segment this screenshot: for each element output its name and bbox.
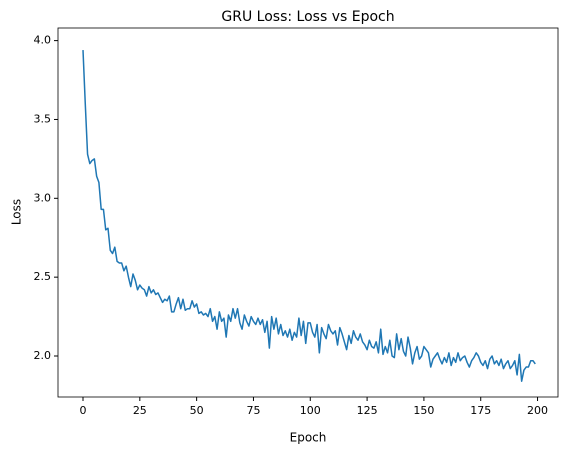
y-tick-label: 3.5 xyxy=(34,112,52,125)
x-tick-label: 175 xyxy=(470,404,491,417)
y-tick-label: 2.0 xyxy=(34,349,52,362)
x-tick-label: 0 xyxy=(80,404,87,417)
x-tick-label: 75 xyxy=(246,404,260,417)
x-tick-label: 100 xyxy=(300,404,321,417)
y-tick-label: 2.5 xyxy=(34,270,52,283)
x-tick-label: 25 xyxy=(133,404,147,417)
x-tick-label: 200 xyxy=(527,404,548,417)
x-axis-label: Epoch xyxy=(290,431,327,445)
x-tick-label: 150 xyxy=(413,404,434,417)
y-tick-label: 4.0 xyxy=(34,34,52,47)
loss-line xyxy=(82,50,536,382)
x-tick-label: 125 xyxy=(357,404,378,417)
x-tick-label: 50 xyxy=(190,404,204,417)
chart-title: GRU Loss: Loss vs Epoch xyxy=(221,9,394,25)
y-tick-label: 3.0 xyxy=(34,191,52,204)
plot-frame xyxy=(57,27,559,398)
y-axis-label: Loss xyxy=(10,199,24,225)
